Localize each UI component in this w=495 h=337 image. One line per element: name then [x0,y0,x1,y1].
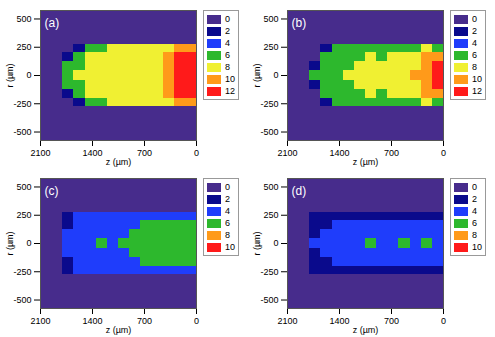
svg-text:-250: -250 [13,267,31,277]
svg-text:1400: 1400 [82,316,102,326]
svg-text:2100: 2100 [277,316,297,326]
svg-text:-500: -500 [13,127,31,137]
svg-text:500: 500 [16,182,31,192]
svg-text:0: 0 [273,70,278,80]
svg-text:0: 0 [26,238,31,248]
svg-text:2100: 2100 [30,316,50,326]
html-text:8: 8 [225,230,230,240]
svg-text:250: 250 [263,210,278,220]
svg-text:r (µm): r (µm) [5,231,15,255]
svg-text:-250: -250 [260,99,278,109]
svg-text:z (µm): z (µm) [106,325,132,335]
html-text:12: 12 [472,86,482,96]
svg-text:z (µm): z (µm) [353,325,379,335]
svg-text:-500: -500 [13,295,31,305]
svg-text:250: 250 [263,42,278,52]
html-text:8: 8 [472,62,477,72]
svg-text:250: 250 [16,210,31,220]
svg-text:0: 0 [273,238,278,248]
svg-text:-500: -500 [260,295,278,305]
svg-text:700: 700 [384,316,399,326]
svg-text:700: 700 [384,148,399,158]
html-text:12: 12 [225,86,235,96]
svg-text:r (µm): r (µm) [252,231,262,255]
svg-text:250: 250 [16,42,31,52]
svg-text:r (µm): r (µm) [252,63,262,87]
svg-text:(b): (b) [292,16,307,30]
svg-text:0: 0 [194,148,199,158]
html-text:4: 4 [472,38,477,48]
html-text:10: 10 [225,74,235,84]
html-text:6: 6 [472,218,477,228]
html-text:4: 4 [225,38,230,48]
svg-text:(d): (d) [292,184,307,198]
svg-text:-250: -250 [260,267,278,277]
svg-text:z (µm): z (µm) [106,157,132,167]
html-text:8: 8 [472,230,477,240]
html-text:0: 0 [472,14,477,24]
html-text:6: 6 [472,50,477,60]
svg-text:1400: 1400 [329,148,349,158]
html-text:2: 2 [225,26,230,36]
svg-text:0: 0 [441,148,446,158]
svg-text:0: 0 [26,70,31,80]
svg-text:(a): (a) [45,16,60,30]
svg-text:0: 0 [441,316,446,326]
html-text:0: 0 [225,182,230,192]
html-text:10: 10 [225,242,235,252]
svg-text:2100: 2100 [277,148,297,158]
svg-text:-500: -500 [260,127,278,137]
svg-text:700: 700 [137,316,152,326]
html-text:6: 6 [225,218,230,228]
html-text:2: 2 [472,26,477,36]
html-text:2: 2 [225,194,230,204]
html-text:4: 4 [225,206,230,216]
html-text:4: 4 [472,206,477,216]
svg-text:(c): (c) [45,184,59,198]
svg-text:2100: 2100 [30,148,50,158]
svg-text:500: 500 [263,182,278,192]
svg-text:0: 0 [194,316,199,326]
html-text:8: 8 [225,62,230,72]
html-text:10: 10 [472,74,482,84]
svg-text:1400: 1400 [329,316,349,326]
svg-text:700: 700 [137,148,152,158]
svg-text:500: 500 [263,14,278,24]
svg-text:z (µm): z (µm) [353,157,379,167]
html-text:10: 10 [472,242,482,252]
html-text:0: 0 [225,14,230,24]
svg-text:1400: 1400 [82,148,102,158]
html-text:2: 2 [472,194,477,204]
svg-text:-250: -250 [13,99,31,109]
html-text:0: 0 [472,182,477,192]
svg-text:r (µm): r (µm) [5,63,15,87]
svg-text:500: 500 [16,14,31,24]
html-text:6: 6 [225,50,230,60]
